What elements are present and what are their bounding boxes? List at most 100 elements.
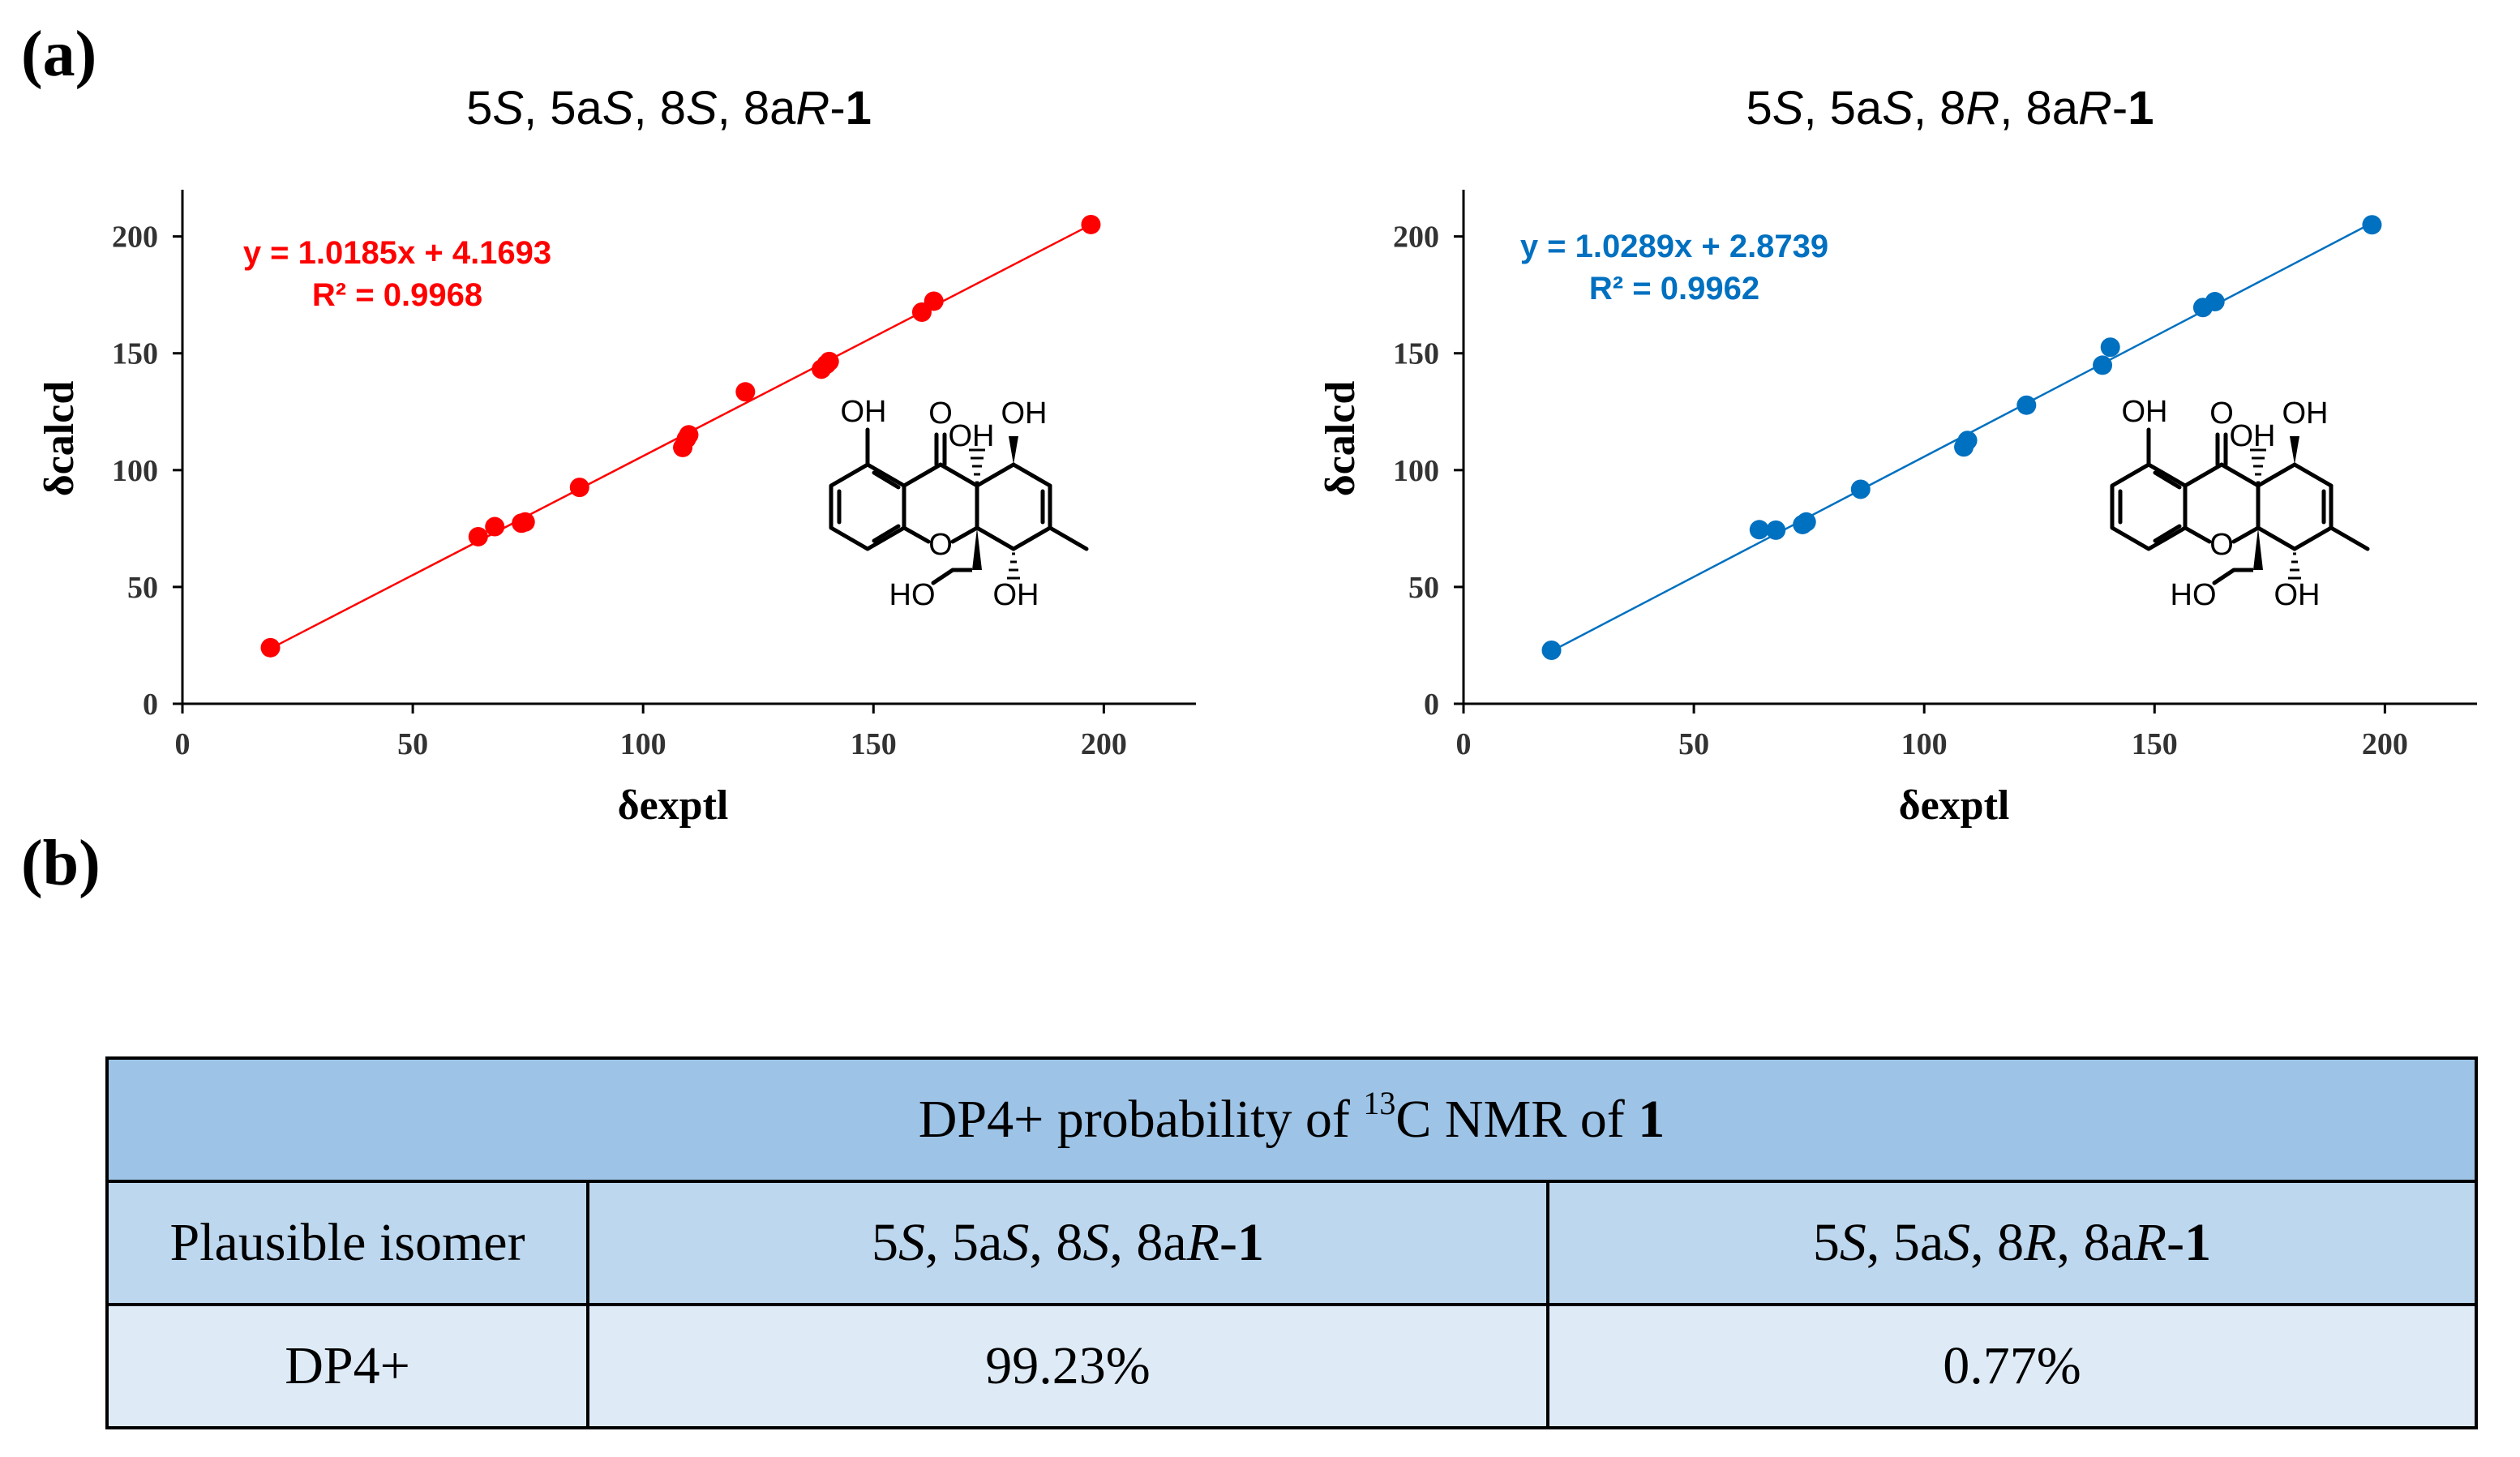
data-point <box>2205 292 2225 312</box>
chart-2: 5S, 5aS, 8R, 8aR-10 50 100 150 2000501001502… <box>1318 82 2477 829</box>
text-part: , 8 <box>633 82 686 135</box>
r-squared: R² = 0.9962 <box>1589 271 1759 306</box>
x-axis-label: δexptl <box>618 782 729 829</box>
data-point <box>735 382 756 402</box>
panel-label-a: (a) <box>21 19 97 90</box>
x-tick-label: 50 <box>1678 727 1709 761</box>
isomer-2-cell: 5S, 5aS, 8R, 8aR-1 <box>1546 1180 2478 1306</box>
table-header-bold: 1 <box>1638 1090 1665 1149</box>
text-part: 1 <box>2184 1213 2212 1272</box>
data-point <box>2100 337 2120 358</box>
table-header-sup: 13 <box>1363 1085 1396 1121</box>
text-part: S <box>1944 1213 1971 1272</box>
y-tick-label: 150 <box>1393 337 1439 371</box>
text-part: S <box>1772 82 1804 135</box>
x-tick-label: 150 <box>2132 727 2178 761</box>
text-part: 5 <box>1746 82 1772 135</box>
panel-label-b: (b) <box>21 828 101 899</box>
text-part: , 5a <box>1803 82 1882 135</box>
data-point <box>1796 512 1816 532</box>
data-point <box>1957 431 1978 451</box>
molecule-structure <box>831 395 1086 612</box>
text-part: , 8a <box>2056 1213 2134 1272</box>
dp4-table: DP4+ probability of 13C NMR of 1 Plausib… <box>105 1056 2478 1429</box>
x-tick-label: 100 <box>1901 727 1948 761</box>
x-axis-label: δexptl <box>1899 782 2010 829</box>
chart-title: 5S, 5aS, 8R, 8aR-1 <box>1746 82 2154 135</box>
chart-1: 5S, 5aS, 8S, 8aR-10 50 100 150 2000501001502… <box>36 82 1196 829</box>
table-row: Plausible isomer 5S, 5aS, 8S, 8aR-1 5S, … <box>105 1180 2478 1306</box>
text-part: , 8a <box>1999 82 2078 135</box>
text-part: R <box>2078 82 2112 135</box>
data-point <box>569 478 589 498</box>
text-part: 1 <box>846 82 872 135</box>
text-part: R <box>1965 82 1999 135</box>
y-tick-label: 150 <box>112 337 158 371</box>
text-part: S <box>1839 1213 1866 1272</box>
text-part: S <box>686 82 718 135</box>
table-header-row: DP4+ probability of 13C NMR of 1 <box>105 1056 2478 1183</box>
text-part: S <box>898 1213 926 1272</box>
y-axis-label: δcalcd <box>1318 381 1364 497</box>
x-tick-label: 50 <box>397 727 428 761</box>
text-part: 5 <box>872 1213 899 1272</box>
text-part: , 8a <box>718 82 796 135</box>
y-tick-label: 50 <box>1408 571 1439 605</box>
text-part: R <box>795 82 829 135</box>
y-tick-label: 200 <box>112 221 158 255</box>
y-tick-label: 100 <box>112 454 158 488</box>
data-point <box>1766 520 1786 540</box>
regression-equation: y = 1.0185x + 4.1693 <box>243 235 551 271</box>
y-tick-label: 0 <box>143 688 158 722</box>
charts-area: OH O OH OH O HO OH 5S, 5aS, 8S, 8aR-10 50… <box>36 82 2477 829</box>
data-point <box>2093 355 2113 375</box>
text-part: , 8 <box>1970 1213 2025 1272</box>
text-part: S <box>1002 1213 1030 1272</box>
table-header-cell: DP4+ probability of 13C NMR of 1 <box>105 1056 2478 1183</box>
data-point <box>1541 641 1562 661</box>
text-part: , 5a <box>1866 1213 1944 1272</box>
isomer-1-cell: 5S, 5aS, 8S, 8aR-1 <box>586 1180 1549 1306</box>
text-part: , 8 <box>1029 1213 1083 1272</box>
text-part: , 5a <box>925 1213 1003 1272</box>
data-point <box>679 425 699 445</box>
text-part: S <box>602 82 634 135</box>
table-header-text2: C NMR of <box>1395 1090 1639 1149</box>
text-part: 1 <box>1236 1213 1264 1272</box>
text-part: R <box>2133 1213 2167 1272</box>
data-point <box>260 637 281 658</box>
text-part: 1 <box>2128 82 2154 135</box>
y-axis-label: δcalcd <box>36 381 83 497</box>
chart-title: 5S, 5aS, 8S, 8aR-1 <box>466 82 872 135</box>
dp4-value-2: 0.77% <box>1546 1303 2478 1429</box>
x-tick-label: 0 <box>175 727 191 761</box>
text-part: , 8a <box>1109 1213 1187 1272</box>
text-part: - <box>2166 1213 2185 1272</box>
data-point <box>485 516 505 537</box>
table-row: DP4+ 99.23% 0.77% <box>105 1303 2478 1429</box>
data-point <box>2016 395 2037 415</box>
row-label-isomer: Plausible isomer <box>105 1180 589 1306</box>
text-part: 5 <box>466 82 492 135</box>
y-tick-label: 0 <box>1424 688 1439 722</box>
y-tick-label: 100 <box>1393 454 1439 488</box>
data-point <box>1749 520 1769 540</box>
text-part: - <box>2112 82 2128 135</box>
text-part: , 8 <box>1914 82 1966 135</box>
text-part: R <box>2024 1213 2057 1272</box>
text-part: R <box>1186 1213 1219 1272</box>
data-point <box>1081 214 1101 234</box>
y-tick-label: 200 <box>1393 221 1439 255</box>
x-tick-label: 200 <box>2362 727 2408 761</box>
regression-equation: y = 1.0289x + 2.8739 <box>1520 229 1828 264</box>
row-label-dp4: DP4+ <box>105 1303 589 1429</box>
data-point <box>819 351 839 371</box>
x-tick-label: 150 <box>851 727 897 761</box>
x-tick-label: 0 <box>1456 727 1472 761</box>
text-part: S <box>1082 1213 1110 1272</box>
text-part: - <box>1219 1213 1237 1272</box>
data-point <box>468 526 488 546</box>
text-part: , 5a <box>524 82 602 135</box>
text-part: - <box>829 82 845 135</box>
y-tick-label: 50 <box>127 571 158 605</box>
